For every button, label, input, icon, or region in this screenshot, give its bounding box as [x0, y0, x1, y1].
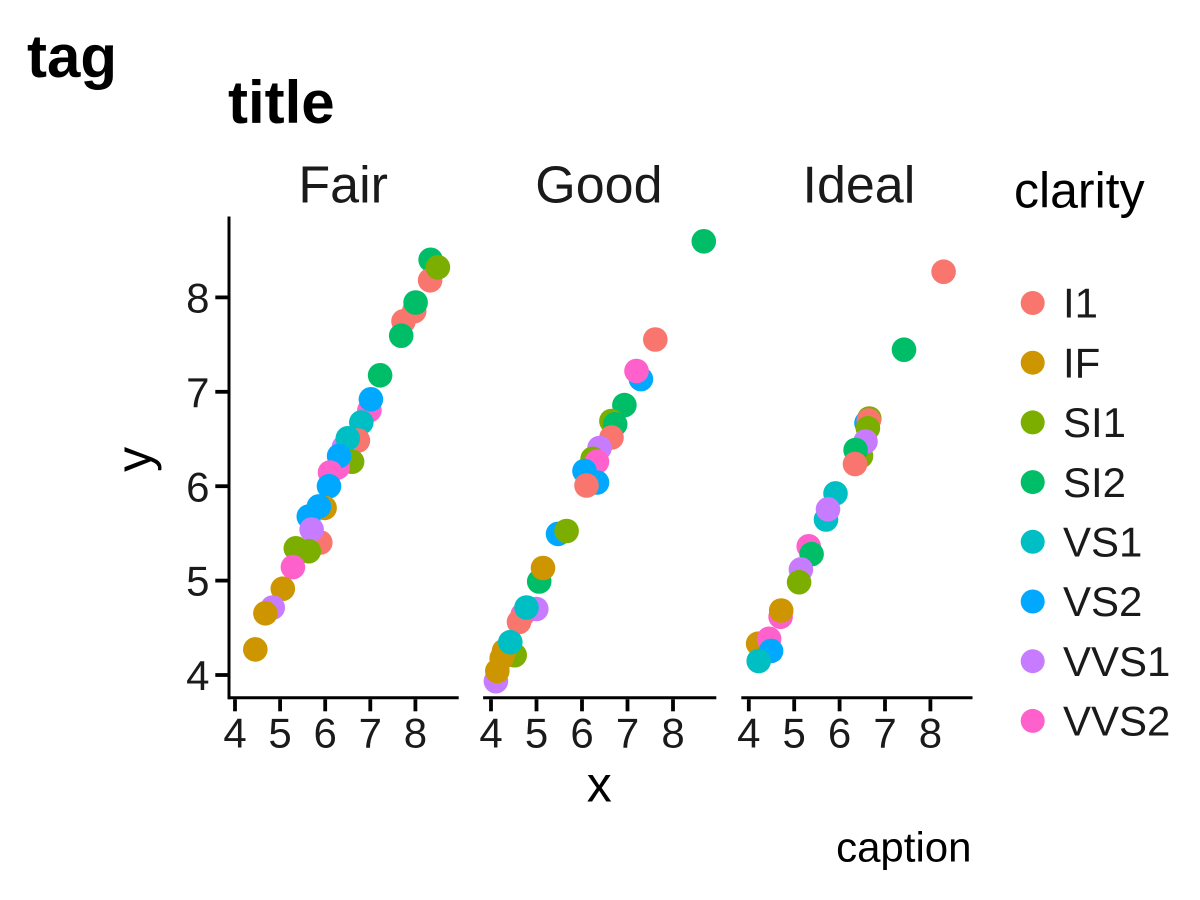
svg-text:caption: caption: [836, 824, 971, 871]
svg-text:5: 5: [268, 710, 291, 757]
svg-text:7: 7: [359, 710, 382, 757]
svg-text:Ideal: Ideal: [803, 156, 916, 214]
svg-text:8: 8: [919, 710, 942, 757]
svg-text:8: 8: [404, 710, 427, 757]
svg-text:Good: Good: [535, 156, 662, 214]
svg-text:title: title: [228, 69, 335, 136]
svg-text:y: y: [106, 447, 162, 472]
svg-text:4: 4: [479, 710, 502, 757]
svg-text:6: 6: [314, 710, 337, 757]
svg-text:SI2: SI2: [1063, 459, 1126, 506]
svg-text:VS1: VS1: [1063, 519, 1142, 566]
svg-text:6: 6: [828, 710, 851, 757]
svg-text:4: 4: [223, 710, 246, 757]
svg-text:4: 4: [737, 710, 760, 757]
svg-text:VVS1: VVS1: [1063, 638, 1170, 685]
svg-text:5: 5: [783, 710, 806, 757]
svg-text:5: 5: [186, 558, 209, 605]
svg-text:tag: tag: [27, 23, 117, 90]
svg-text:SI1: SI1: [1063, 399, 1126, 446]
svg-text:x: x: [587, 757, 612, 813]
svg-text:8: 8: [186, 275, 209, 322]
svg-text:4: 4: [186, 652, 209, 699]
svg-text:VS2: VS2: [1063, 578, 1142, 625]
svg-text:6: 6: [570, 710, 593, 757]
svg-text:I1: I1: [1063, 280, 1098, 327]
svg-text:7: 7: [873, 710, 896, 757]
svg-text:7: 7: [616, 710, 639, 757]
svg-text:7: 7: [186, 369, 209, 416]
svg-text:8: 8: [661, 710, 684, 757]
svg-text:Fair: Fair: [298, 156, 388, 214]
svg-text:6: 6: [186, 463, 209, 510]
svg-text:clarity: clarity: [1014, 163, 1145, 219]
svg-text:5: 5: [525, 710, 548, 757]
svg-text:IF: IF: [1063, 339, 1100, 386]
svg-text:VVS2: VVS2: [1063, 698, 1170, 745]
